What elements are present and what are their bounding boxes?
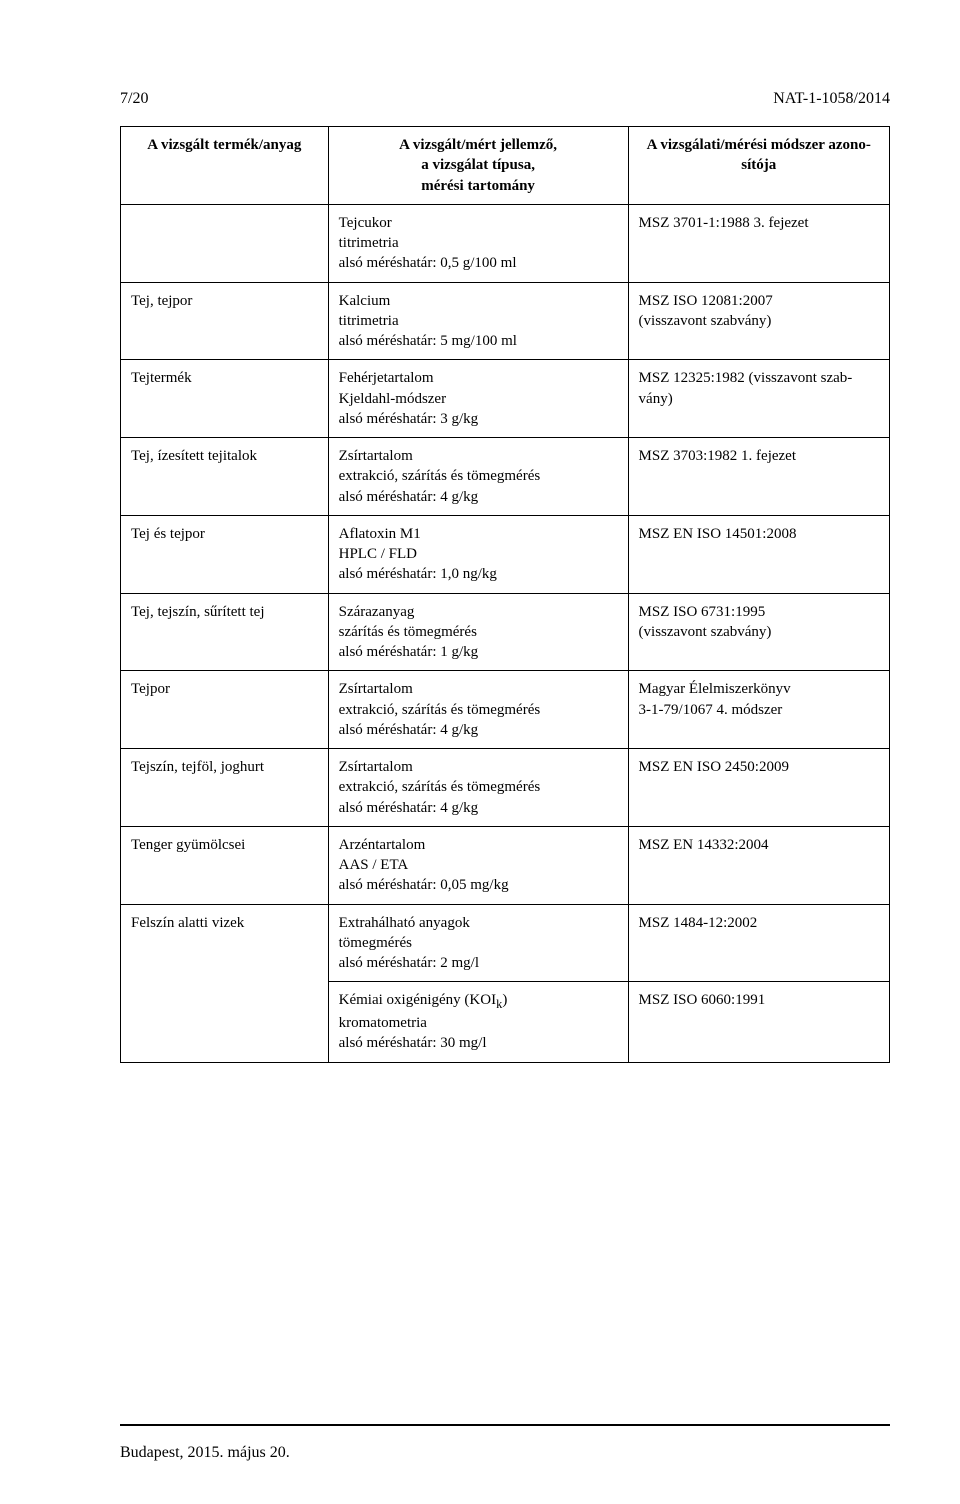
- cell-property: Zsírtartalomextrakció, szárítás és tömeg…: [328, 749, 628, 827]
- footer-divider: [120, 1424, 890, 1426]
- cell-property: FehérjetartalomKjeldahl-módszeralsó méré…: [328, 360, 628, 438]
- document-id: NAT-1-1058/2014: [773, 90, 890, 108]
- cell-method: MSZ EN 14332:2004: [628, 826, 889, 904]
- cell-method: MSZ 3701-1:1988 3. fejezet: [628, 204, 889, 282]
- table-row: Tej, ízesített tejitalokZsírtartalomextr…: [121, 438, 890, 516]
- cell-method: MSZ EN ISO 14501:2008: [628, 515, 889, 593]
- cell-method: MSZ EN ISO 2450:2009: [628, 749, 889, 827]
- cell-property: ArzéntartalomAAS / ETAalsó méréshatár: 0…: [328, 826, 628, 904]
- table-row: Tejszín, tejföl, joghurtZsírtartalomextr…: [121, 749, 890, 827]
- cell-method: MSZ 3703:1982 1. fejezet: [628, 438, 889, 516]
- table-row: Tej, tejszín, sűrített tejSzárazanyagszá…: [121, 593, 890, 671]
- cell-product: Tejtermék: [121, 360, 329, 438]
- cell-property: Zsírtartalomextrakció, szárítás és tömeg…: [328, 671, 628, 749]
- cell-method: MSZ 1484-12:2002: [628, 904, 889, 982]
- cell-property: Zsírtartalomextrakció, szárítás és tömeg…: [328, 438, 628, 516]
- table-row: Tej és tejporAflatoxin M1HPLC / FLDalsó …: [121, 515, 890, 593]
- cell-product: Tej, tejszín, sűrített tej: [121, 593, 329, 671]
- cell-property: Aflatoxin M1HPLC / FLDalsó méréshatár: 1…: [328, 515, 628, 593]
- table-row: Tejcukortitrimetriaalsó méréshatár: 0,5 …: [121, 204, 890, 282]
- table-header-row: A vizsgált termék/anyag A vizsgált/mért …: [121, 127, 890, 205]
- cell-property: Kalciumtitrimetriaalsó méréshatár: 5 mg/…: [328, 282, 628, 360]
- cell-product: Tej, ízesített tejitalok: [121, 438, 329, 516]
- page-number: 7/20: [120, 90, 148, 108]
- cell-method: Magyar Élelmiszerkönyv3-1-79/1067 4. mód…: [628, 671, 889, 749]
- footer-date: Budapest, 2015. május 20.: [120, 1444, 290, 1462]
- table-row: TejporZsírtartalomextrakció, szárítás és…: [121, 671, 890, 749]
- cell-method: MSZ ISO 6060:1991: [628, 982, 889, 1062]
- cell-product: Tenger gyümölcsei: [121, 826, 329, 904]
- standards-table: A vizsgált termék/anyag A vizsgált/mért …: [120, 126, 890, 1063]
- table-row: TejtermékFehérjetartalomKjeldahl-módszer…: [121, 360, 890, 438]
- page-header: 7/20 NAT-1-1058/2014: [120, 90, 890, 108]
- cell-product: Tejszín, tejföl, joghurt: [121, 749, 329, 827]
- cell-product: Tejpor: [121, 671, 329, 749]
- table-row: Felszín alatti vizekExtrahálható anyagok…: [121, 904, 890, 982]
- col-header-method: A vizsgálati/mérési módszer azono- sítój…: [628, 127, 889, 205]
- cell-method: MSZ ISO 6731:1995(visszavont szabvány): [628, 593, 889, 671]
- cell-method: MSZ 12325:1982 (visszavont szab-vány): [628, 360, 889, 438]
- cell-property: Szárazanyagszárítás és tömegmérésalsó mé…: [328, 593, 628, 671]
- cell-product: Tej és tejpor: [121, 515, 329, 593]
- col-header-property: A vizsgált/mért jellemző, a vizsgálat tí…: [328, 127, 628, 205]
- cell-method: MSZ ISO 12081:2007(visszavont szabvány): [628, 282, 889, 360]
- cell-product: Felszín alatti vizek: [121, 904, 329, 1062]
- cell-property: Kémiai oxigénigény (KOIk)kromatometriaal…: [328, 982, 628, 1062]
- col-header-product: A vizsgált termék/anyag: [121, 127, 329, 205]
- cell-product: Tej, tejpor: [121, 282, 329, 360]
- cell-product: [121, 204, 329, 282]
- table-row: Tej, tejporKalciumtitrimetriaalsó mérésh…: [121, 282, 890, 360]
- cell-property: Tejcukortitrimetriaalsó méréshatár: 0,5 …: [328, 204, 628, 282]
- table-row: Tenger gyümölcseiArzéntartalomAAS / ETAa…: [121, 826, 890, 904]
- cell-property: Extrahálható anyagoktömegmérésalsó mérés…: [328, 904, 628, 982]
